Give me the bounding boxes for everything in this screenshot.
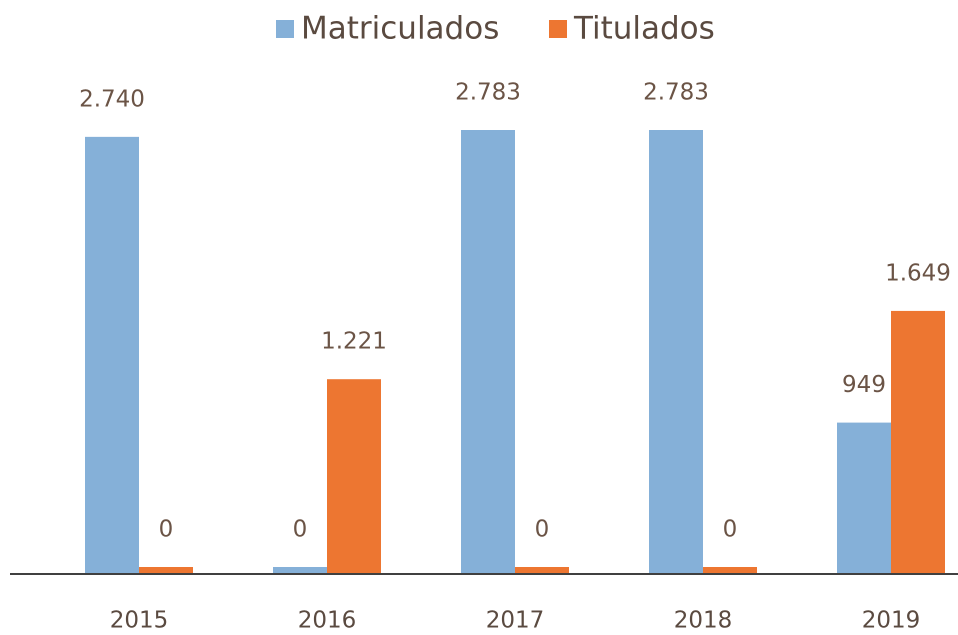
bar bbox=[515, 567, 569, 574]
value-label: 2.740 bbox=[79, 86, 145, 112]
x-tick-label: 2019 bbox=[862, 608, 921, 634]
bar bbox=[273, 567, 327, 574]
legend-swatch bbox=[276, 20, 294, 38]
value-label: 0 bbox=[723, 517, 738, 543]
bar bbox=[461, 130, 515, 574]
value-label: 0 bbox=[535, 517, 550, 543]
value-label: 0 bbox=[159, 517, 174, 543]
bar bbox=[139, 567, 193, 574]
value-label: 2.783 bbox=[643, 80, 709, 106]
value-label: 949 bbox=[842, 372, 886, 398]
legend-label: Matriculados bbox=[301, 11, 499, 47]
bar bbox=[649, 130, 703, 574]
bar bbox=[891, 310, 945, 574]
value-label: 1.649 bbox=[885, 260, 951, 286]
x-tick-label: 2016 bbox=[298, 608, 357, 634]
bar bbox=[327, 379, 381, 574]
bar bbox=[85, 136, 139, 574]
x-tick-label: 2017 bbox=[486, 608, 545, 634]
value-label: 1.221 bbox=[321, 329, 387, 355]
legend-swatch bbox=[549, 20, 567, 38]
x-tick-label: 2015 bbox=[110, 608, 169, 634]
value-label: 0 bbox=[293, 517, 308, 543]
legend-label: Titulados bbox=[573, 11, 715, 47]
bar bbox=[837, 422, 891, 574]
value-label: 2.783 bbox=[455, 80, 521, 106]
x-tick-label: 2018 bbox=[674, 608, 733, 634]
bar bbox=[703, 567, 757, 574]
